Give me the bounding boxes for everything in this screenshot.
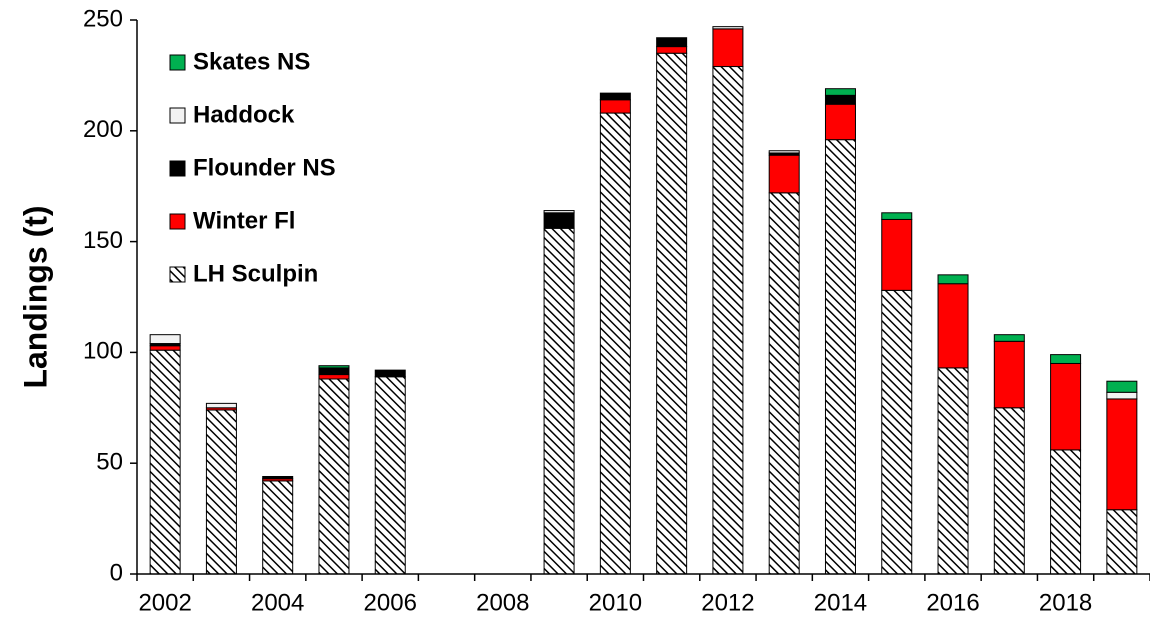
bar-segment bbox=[1050, 354, 1082, 364]
bar-segment bbox=[374, 369, 406, 378]
legend-swatch bbox=[169, 54, 186, 71]
x-tick-label: 2002 bbox=[138, 589, 191, 616]
x-tick-label: 2014 bbox=[814, 589, 867, 616]
bar-segment bbox=[599, 99, 631, 114]
bar-segment bbox=[768, 192, 800, 575]
bar-segment bbox=[149, 345, 181, 351]
y-tick-label: 0 bbox=[110, 559, 123, 586]
y-tick-label: 50 bbox=[96, 449, 123, 476]
bar-segment bbox=[149, 334, 181, 345]
bar-segment bbox=[1106, 509, 1138, 575]
x-tick-label: 2016 bbox=[926, 589, 979, 616]
bar-segment bbox=[599, 112, 631, 575]
bar-segment bbox=[768, 150, 800, 154]
bar-segment bbox=[712, 28, 744, 68]
bar-segment bbox=[318, 367, 350, 376]
bar-segment bbox=[1106, 380, 1138, 393]
x-tick-label: 2010 bbox=[589, 589, 642, 616]
bar-segment bbox=[881, 212, 913, 220]
y-tick-label: 150 bbox=[83, 227, 123, 254]
bar-segment bbox=[937, 274, 969, 285]
bar-segment bbox=[993, 407, 1025, 575]
bar-segment bbox=[993, 334, 1025, 342]
bar-segment bbox=[318, 365, 350, 369]
legend-label: Skates NS bbox=[193, 48, 310, 75]
legend-swatch bbox=[169, 213, 186, 230]
bar-segment bbox=[824, 139, 856, 575]
legend-label: Winter Fl bbox=[193, 207, 295, 234]
bar-segment bbox=[712, 66, 744, 575]
bar-segment bbox=[374, 376, 406, 575]
legend-label: LH Sculpin bbox=[193, 260, 318, 287]
x-tick-label: 2004 bbox=[251, 589, 304, 616]
bar-segment bbox=[205, 402, 237, 409]
y-tick-label: 200 bbox=[83, 116, 123, 143]
bar-segment bbox=[881, 218, 913, 291]
bar-segment bbox=[262, 475, 294, 480]
legend-label: Haddock bbox=[193, 101, 295, 128]
bar-segment bbox=[543, 212, 575, 229]
y-tick-label: 250 bbox=[83, 5, 123, 32]
bar-segment bbox=[149, 349, 181, 575]
bar-segment bbox=[656, 37, 688, 48]
bar-segment bbox=[824, 88, 856, 96]
bar-segment bbox=[712, 26, 744, 30]
legend-label: Flounder NS bbox=[193, 154, 336, 181]
bar-segment bbox=[824, 94, 856, 105]
bar-segment bbox=[656, 52, 688, 575]
x-tick-label: 2018 bbox=[1039, 589, 1092, 616]
bar-segment bbox=[205, 409, 237, 575]
bar-segment bbox=[543, 227, 575, 575]
x-tick-label: 2012 bbox=[701, 589, 754, 616]
x-tick-label: 2006 bbox=[364, 589, 417, 616]
legend-swatch bbox=[169, 266, 186, 283]
bar-segment bbox=[543, 210, 575, 214]
bar-segment bbox=[1106, 391, 1138, 400]
legend-swatch bbox=[169, 160, 186, 177]
bar-segment bbox=[599, 92, 631, 101]
y-tick-label: 100 bbox=[83, 338, 123, 365]
bar-segment bbox=[1050, 362, 1082, 451]
bar-segment bbox=[1106, 398, 1138, 511]
bar-segment bbox=[262, 480, 294, 575]
bar-segment bbox=[768, 154, 800, 194]
bar-segment bbox=[656, 46, 688, 54]
bar-segment bbox=[937, 367, 969, 575]
bar-segment bbox=[1050, 449, 1082, 575]
y-axis-label: Landings (t) bbox=[17, 205, 53, 388]
legend-swatch bbox=[169, 107, 186, 124]
bar-segment bbox=[318, 378, 350, 575]
bar-segment bbox=[881, 289, 913, 575]
x-tick-label: 2008 bbox=[476, 589, 529, 616]
bar-segment bbox=[318, 374, 350, 380]
bar-segment bbox=[824, 103, 856, 141]
bar-segment bbox=[993, 340, 1025, 409]
bar-segment bbox=[937, 283, 969, 369]
